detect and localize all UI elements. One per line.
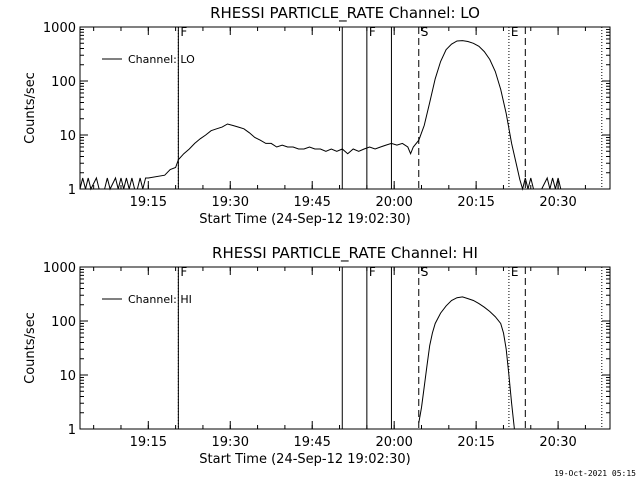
y-tick-label: 10 (59, 369, 76, 384)
marker-label: F (369, 265, 376, 279)
plot-frame (79, 266, 611, 430)
marker-label: F (180, 265, 187, 279)
y-tick-label: 1 (68, 423, 76, 438)
chart-title: RHESSI PARTICLE_RATE Channel: LO (210, 4, 480, 23)
chart-panel-2: RHESSI PARTICLE_RATE Channel: HI 1 10 100 10… (23, 244, 611, 467)
marker-label: F (369, 25, 376, 39)
x-tick-label: 20:15 (457, 435, 494, 450)
x-tick-label: 20:30 (539, 435, 576, 450)
chart-panel-1: RHESSI PARTICLE_RATE Channel: LO 1 10 100 10… (23, 4, 611, 227)
x-axis-label: Start Time (24-Sep-12 19:02:30) (199, 212, 410, 227)
legend-entry: Channel: LO (128, 53, 195, 66)
x-axis-label: Start Time (24-Sep-12 19:02:30) (199, 452, 410, 467)
x-tick-label: 19:45 (293, 435, 330, 450)
x-tick-label: 19:15 (130, 195, 167, 210)
y-tick-label: 1000 (43, 261, 76, 276)
y-tick-label: 10 (59, 129, 76, 144)
x-tick-label: 19:30 (212, 195, 249, 210)
marker-label: E (511, 25, 519, 39)
y-axis-label: Counts/sec (23, 312, 38, 384)
series-line (79, 40, 562, 191)
x-tick-label: 19:30 (212, 435, 249, 450)
legend-entry: Channel: HI (128, 293, 192, 306)
marker-label: S (421, 265, 429, 279)
marker-label: F (180, 25, 187, 39)
y-tick-label: 1 (68, 183, 76, 198)
marker-label: S (421, 25, 429, 39)
x-tick-label: 19:15 (130, 435, 167, 450)
marker-label: E (511, 265, 519, 279)
chart-title: RHESSI PARTICLE_RATE Channel: HI (212, 244, 478, 263)
series-line (418, 296, 515, 430)
plot-frame (79, 26, 611, 190)
x-tick-label: 20:30 (539, 195, 576, 210)
y-tick-label: 100 (51, 315, 76, 330)
x-tick-label: 20:15 (457, 195, 494, 210)
x-tick-label: 19:45 (293, 195, 330, 210)
y-tick-label: 100 (51, 75, 76, 90)
x-tick-label: 20:00 (375, 435, 412, 450)
y-axis-label: Counts/sec (23, 72, 38, 144)
footer-timestamp: 19-Oct-2021 05:15 (554, 469, 636, 478)
x-tick-label: 20:00 (375, 195, 412, 210)
y-tick-label: 1000 (43, 21, 76, 36)
